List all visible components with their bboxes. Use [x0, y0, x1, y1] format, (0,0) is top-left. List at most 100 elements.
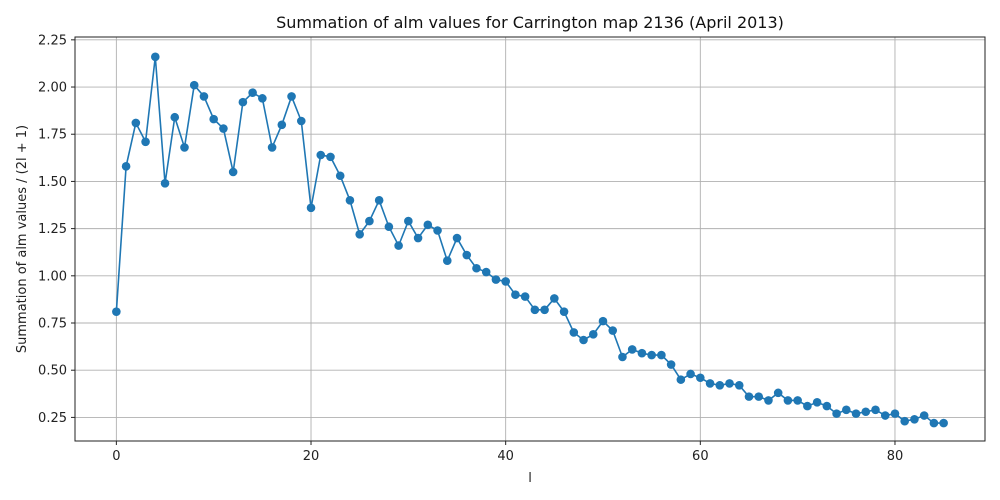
data-point — [394, 241, 403, 250]
y-tick-label: 0.75 — [38, 317, 67, 332]
data-point — [666, 360, 676, 369]
data-point — [910, 414, 919, 424]
data-point — [219, 124, 228, 133]
data-point — [209, 114, 218, 124]
data-point — [803, 401, 812, 411]
data-point — [851, 409, 861, 418]
data-point — [365, 216, 374, 226]
data-point — [579, 335, 588, 345]
x-axis-title: l — [528, 471, 532, 486]
data-point — [501, 277, 510, 286]
data-point — [511, 290, 520, 299]
data-point — [900, 416, 910, 426]
data-point — [890, 409, 900, 418]
y-tick-label: 1.00 — [38, 269, 67, 284]
data-point — [228, 167, 238, 177]
data-point — [569, 328, 579, 337]
data-point — [267, 143, 277, 152]
chart-title: Summation of alm values for Carrington m… — [276, 13, 784, 32]
data-point — [647, 350, 656, 360]
data-point — [491, 275, 501, 284]
x-tick-label: 60 — [692, 449, 709, 464]
data-point — [316, 150, 326, 160]
data-point — [637, 348, 647, 358]
x-tick-label: 80 — [887, 449, 904, 464]
data-point — [715, 381, 725, 390]
data-point — [744, 392, 754, 401]
data-point — [871, 405, 880, 415]
data-point — [355, 229, 364, 239]
data-point — [520, 292, 530, 301]
data-point — [112, 307, 121, 316]
data-point — [413, 233, 423, 243]
data-point — [550, 294, 559, 303]
data-point — [705, 379, 715, 388]
plot-frame — [74, 36, 986, 442]
data-point — [861, 407, 871, 417]
data-point — [462, 250, 472, 260]
data-point — [793, 396, 802, 405]
y-tick-label: 0.25 — [38, 411, 67, 426]
data-point — [404, 216, 413, 226]
data-point — [258, 94, 267, 103]
x-tick-label: 40 — [497, 449, 514, 464]
data-point — [131, 118, 141, 128]
data-point — [618, 352, 627, 362]
data-point — [442, 256, 452, 266]
data-point — [822, 401, 832, 411]
data-point — [306, 203, 316, 213]
data-point — [141, 137, 150, 147]
data-point — [481, 267, 491, 277]
data-point — [929, 418, 939, 428]
series-layer — [112, 52, 948, 428]
data-point — [296, 116, 306, 126]
axes: 0 20 40 60 80 0.25 0.50 0.75 1.00 1.25 1.50 1.75 2.0… — [38, 33, 903, 464]
data-point — [725, 379, 734, 388]
data-point — [686, 369, 695, 379]
data-point — [452, 233, 462, 243]
data-point — [598, 316, 608, 326]
data-point — [754, 392, 764, 401]
data-point — [248, 88, 257, 97]
data-point — [919, 411, 929, 420]
series-line — [115, 56, 944, 424]
y-tick-label: 1.75 — [38, 128, 67, 143]
data-point — [773, 388, 783, 398]
data-point — [540, 305, 549, 315]
data-point — [783, 396, 793, 405]
data-point — [277, 120, 287, 130]
data-point — [374, 195, 384, 205]
data-point — [326, 152, 335, 162]
data-point — [939, 418, 948, 428]
data-point — [189, 80, 199, 90]
data-point — [160, 179, 170, 188]
data-point — [812, 397, 822, 407]
grid — [75, 37, 985, 441]
y-tick-label: 1.25 — [38, 222, 67, 237]
data-point — [627, 345, 637, 354]
data-point — [559, 307, 569, 316]
data-point — [170, 112, 180, 122]
data-point — [287, 92, 296, 101]
x-tick-label: 0 — [112, 449, 120, 464]
y-tick-label: 0.50 — [38, 364, 67, 379]
y-tick-label: 1.50 — [38, 175, 67, 190]
data-point — [696, 373, 705, 383]
y-axis-title: Summation of alm values / (2l + 1) — [15, 125, 30, 353]
y-tick-label: 2.00 — [38, 81, 67, 96]
data-point — [199, 92, 209, 101]
y-tick-label: 2.25 — [38, 33, 67, 48]
data-point — [734, 381, 744, 390]
data-point — [180, 143, 189, 152]
data-point — [608, 326, 618, 335]
data-point — [345, 195, 355, 205]
x-tick-label: 20 — [303, 449, 320, 464]
data-point — [384, 222, 394, 232]
data-point — [335, 171, 345, 181]
data-point — [588, 330, 598, 339]
data-point — [676, 375, 686, 384]
data-point — [121, 162, 131, 171]
data-point — [832, 409, 841, 418]
data-point — [423, 220, 433, 230]
